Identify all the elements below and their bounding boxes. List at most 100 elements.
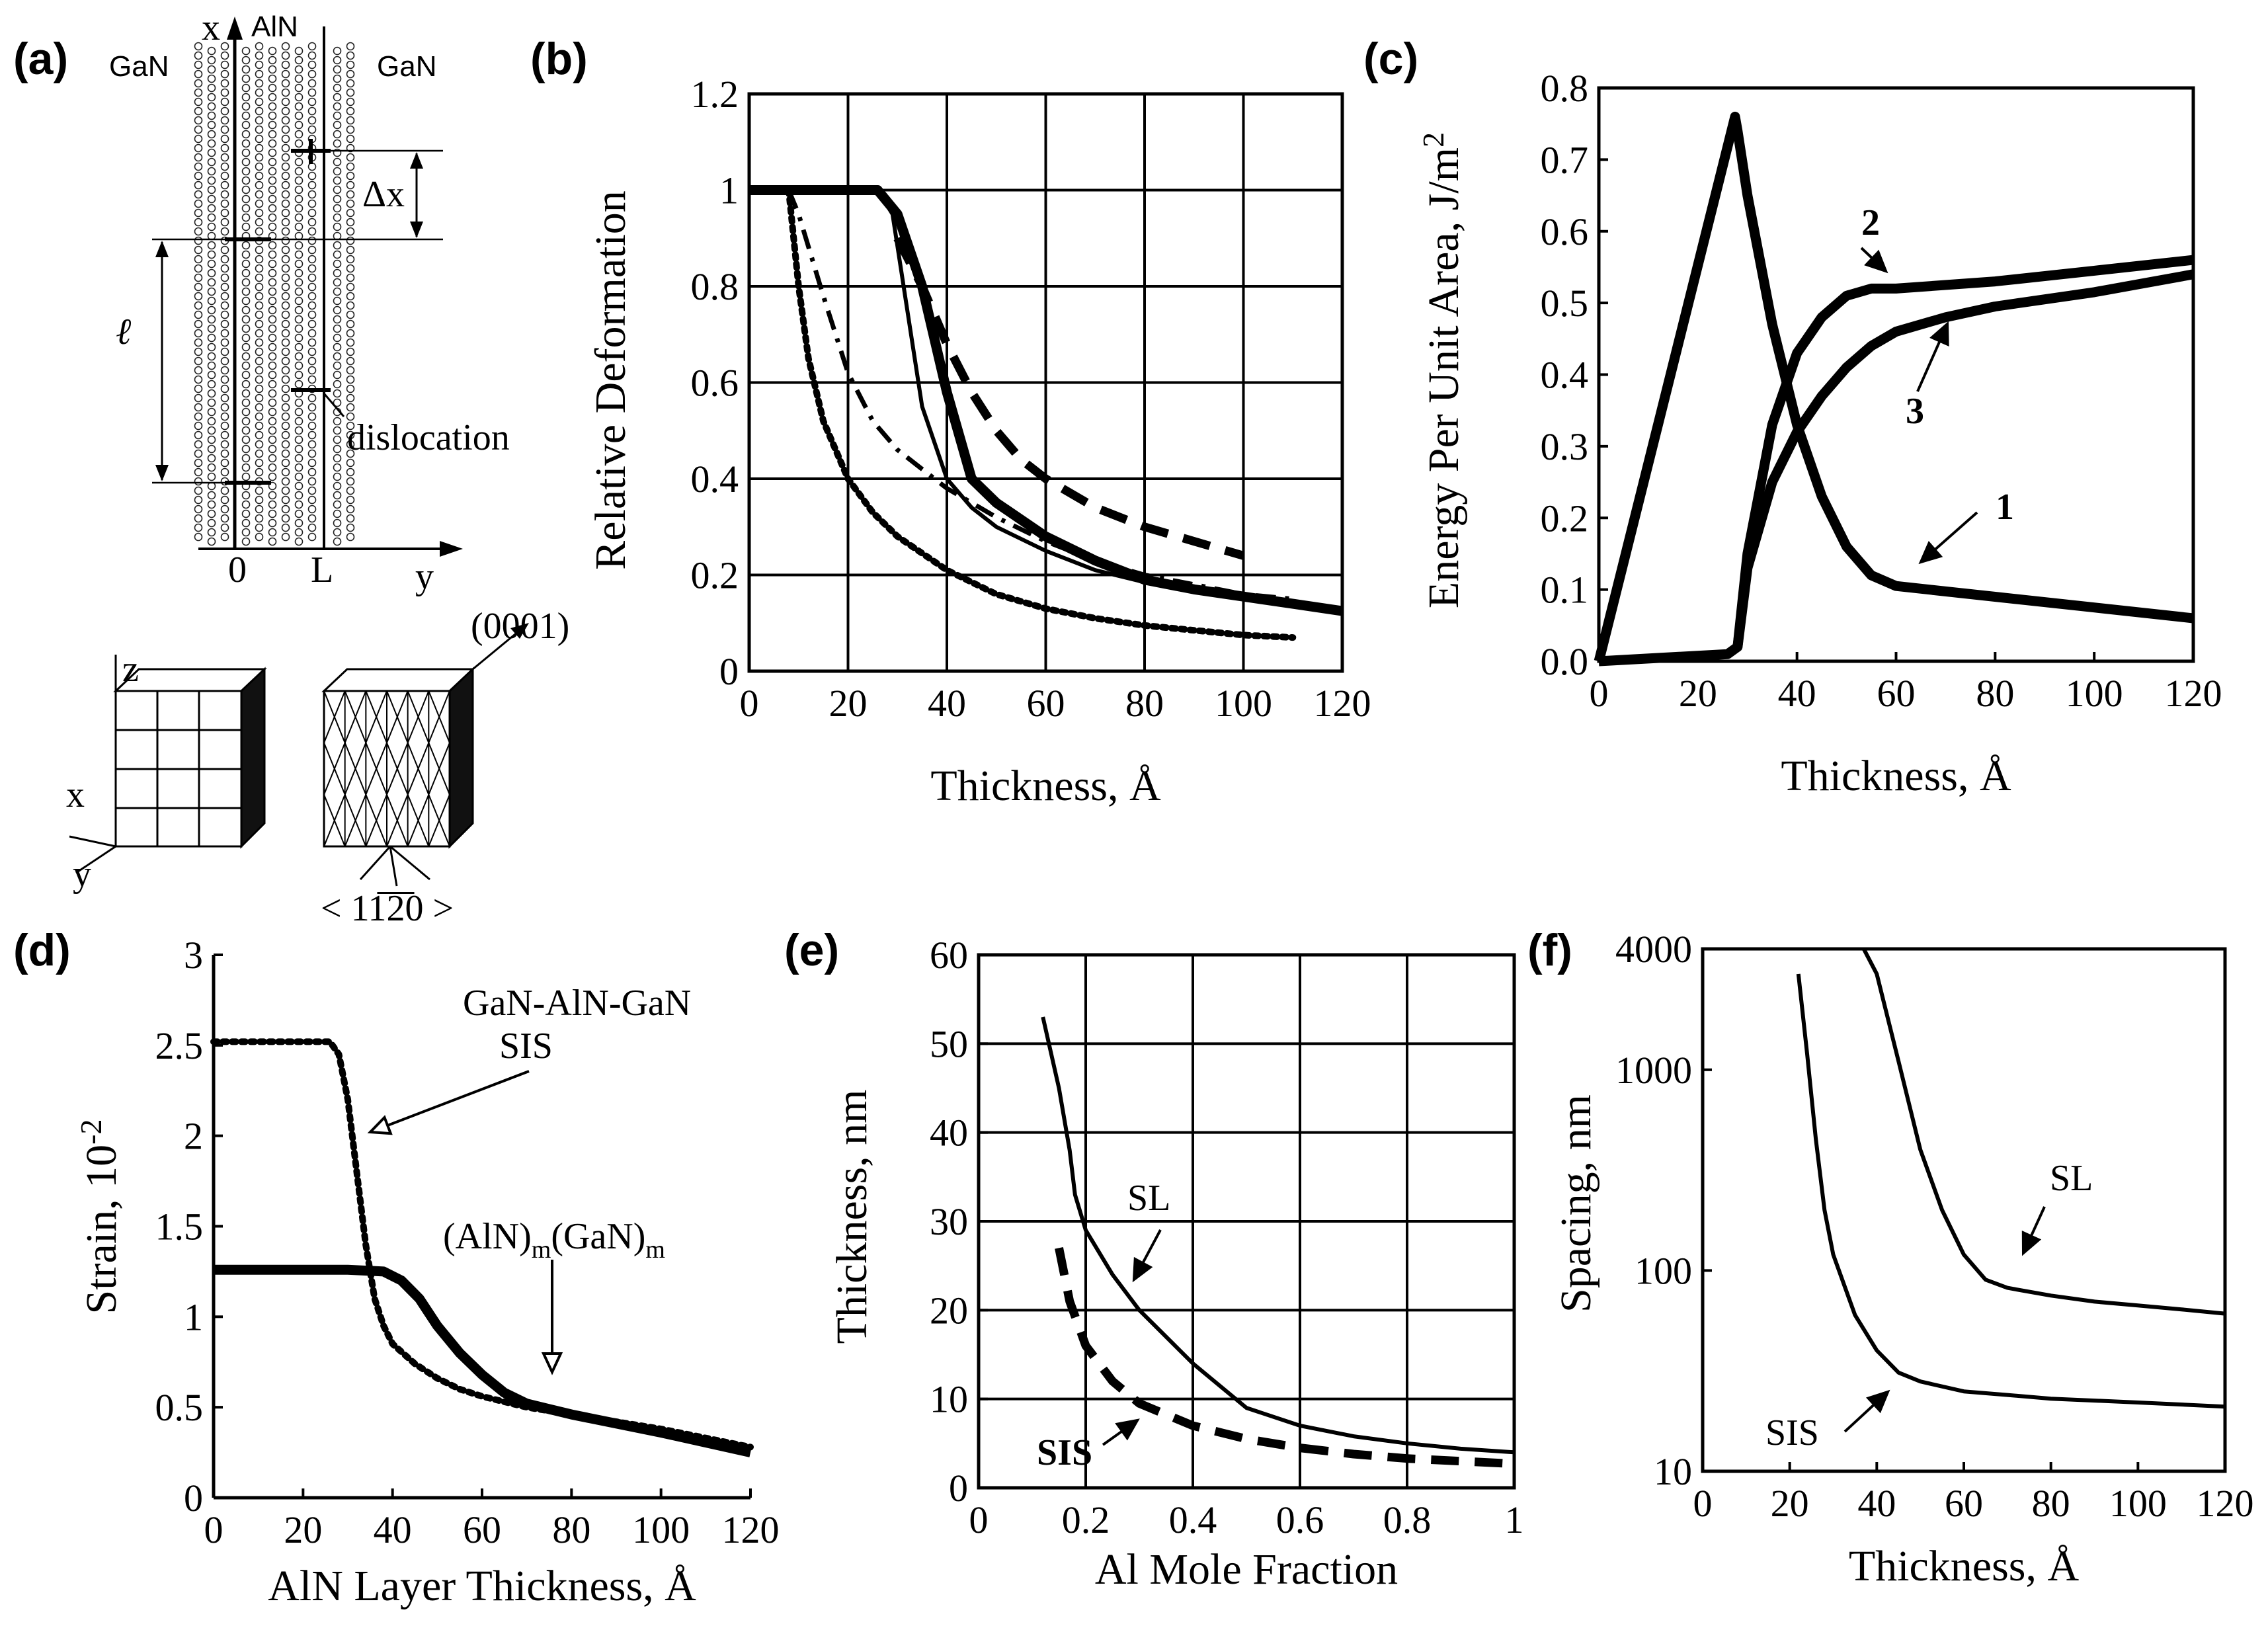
- atom-marker: [268, 167, 277, 176]
- atom-marker: [241, 65, 251, 74]
- atom-marker: [255, 181, 264, 190]
- y-tick-label: 0: [719, 650, 739, 693]
- charts: 0 20 40 60 80 100 12000.20.40.60.811.2Thicknes…: [74, 67, 2254, 1610]
- atom-marker: [281, 227, 290, 236]
- atom-marker: [307, 421, 317, 430]
- atom-marker: [307, 282, 317, 292]
- atom-marker: [307, 199, 317, 208]
- atom-marker: [333, 380, 342, 389]
- atom-marker: [194, 412, 203, 421]
- atom-marker: [281, 505, 290, 514]
- atom-marker: [333, 500, 342, 509]
- lattice-line: [575, 691, 638, 846]
- atom-marker: [294, 194, 304, 204]
- atom-marker: [346, 403, 355, 412]
- atom-marker: [346, 301, 355, 310]
- atom-marker: [220, 97, 229, 106]
- atom-marker: [194, 51, 203, 60]
- cube-square-lattice: [69, 655, 267, 874]
- atom-marker: [255, 199, 264, 208]
- atom-marker: [346, 143, 355, 153]
- atom-marker: [281, 477, 290, 486]
- atom-marker: [333, 472, 342, 481]
- atom-marker: [307, 477, 317, 486]
- atom-marker: [333, 83, 342, 93]
- atom-marker: [220, 60, 229, 69]
- curve-1-arrow-head: [1918, 541, 1943, 565]
- x-axis-label: Al Mole Fraction: [1095, 1545, 1398, 1594]
- atom-marker: [307, 227, 317, 236]
- y-tick-label: 0.6: [1541, 210, 1589, 253]
- y-tick-label: 0.0: [1541, 640, 1589, 683]
- x-tick-label: 20: [1771, 1482, 1809, 1525]
- atom-marker: [333, 65, 342, 74]
- y-tick-label: 10: [930, 1378, 968, 1421]
- atom-marker: [207, 389, 216, 398]
- atom-marker: [241, 74, 251, 83]
- atom-marker: [294, 426, 304, 435]
- atom-marker: [333, 278, 342, 287]
- superlattice-label: (AlN)m(GaN)m: [443, 1216, 665, 1264]
- panel-label-d: (d): [13, 925, 71, 975]
- atom-marker: [255, 347, 264, 356]
- atom-marker: [294, 130, 304, 139]
- atom-marker: [241, 380, 251, 389]
- atom-marker: [220, 403, 229, 412]
- atom-marker: [207, 204, 216, 213]
- x-tick-label: 100: [632, 1508, 690, 1551]
- atom-marker: [207, 148, 216, 157]
- atom-marker: [281, 42, 290, 51]
- atom-marker: [220, 523, 229, 532]
- atom-marker: [255, 458, 264, 467]
- lattice-line: [534, 691, 596, 846]
- atom-marker: [346, 227, 355, 236]
- atom-marker: [207, 528, 216, 537]
- atom-marker: [281, 181, 290, 190]
- atom-marker: [220, 347, 229, 356]
- atom-marker: [281, 310, 290, 319]
- atom-marker: [333, 56, 342, 65]
- panel-label-a: (a): [13, 34, 68, 84]
- atom-marker: [220, 51, 229, 60]
- atom-marker: [346, 412, 355, 421]
- atom-marker: [207, 65, 216, 74]
- atom-marker: [281, 495, 290, 505]
- atom-marker: [294, 315, 304, 324]
- atom-marker: [207, 491, 216, 500]
- atom-marker: [255, 430, 264, 440]
- atom-marker: [207, 296, 216, 305]
- atom-marker: [207, 509, 216, 518]
- y-tick-label: 0.2: [691, 554, 739, 597]
- x-tick-label: 0: [969, 1498, 989, 1541]
- atom-marker: [294, 537, 304, 546]
- lattice-line: [491, 691, 554, 846]
- atom-marker: [241, 167, 251, 176]
- atom-marker: [333, 454, 342, 463]
- plane-0001-label: (0001): [471, 606, 569, 647]
- atom-marker: [333, 185, 342, 194]
- atom-marker: [241, 324, 251, 333]
- atom-marker: [281, 218, 290, 227]
- atom-marker: [333, 509, 342, 518]
- atom-marker: [307, 116, 317, 125]
- x-tick-label: 20: [1679, 672, 1717, 715]
- atom-marker: [333, 222, 342, 231]
- y-tick-label: 1000: [1615, 1049, 1692, 1092]
- atom-marker: [194, 403, 203, 412]
- lattice-line: [554, 691, 617, 846]
- atom-marker: [207, 194, 216, 204]
- atom-marker: [255, 143, 264, 153]
- atom-marker: [268, 296, 277, 305]
- atom-marker: [241, 389, 251, 398]
- curve-2-label: 2: [1861, 202, 1880, 243]
- arrowhead-icon: [410, 152, 423, 169]
- atom-marker: [255, 514, 264, 523]
- lattice-line: [491, 691, 554, 846]
- atom-marker: [255, 505, 264, 514]
- atom-marker: [220, 384, 229, 393]
- atom-marker: [333, 537, 342, 546]
- atom-marker: [346, 523, 355, 532]
- atom-marker: [220, 190, 229, 199]
- x-tick-label: 40: [928, 682, 966, 725]
- atom-marker: [207, 417, 216, 426]
